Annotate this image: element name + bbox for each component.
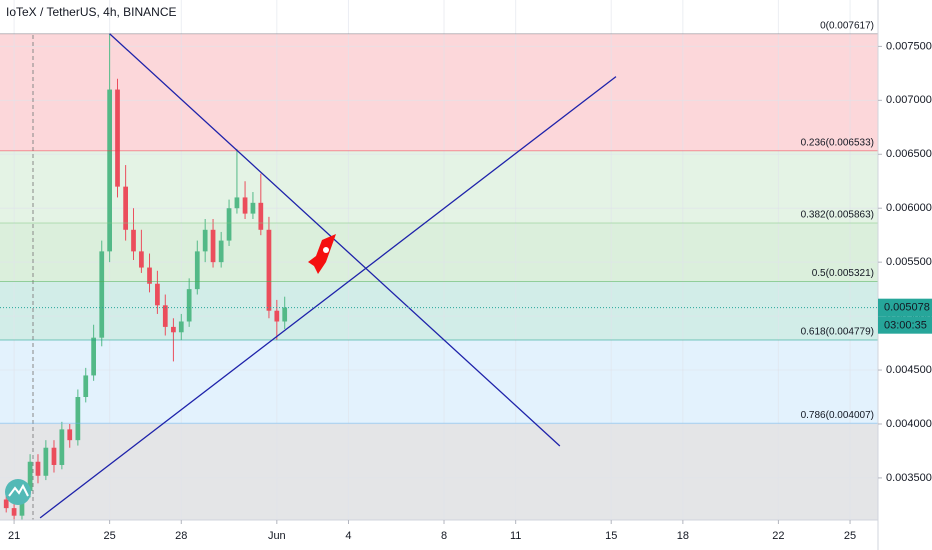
candle-body (11, 508, 17, 516)
y-tick-label: 0.007000 (886, 94, 932, 106)
overlays: 0(0.007617) 0.236(0.006533) 0.382(0.005863… (0, 20, 878, 519)
fib-level-label: 0.382(0.005863) (801, 210, 874, 221)
candle-body (171, 326, 176, 333)
candle-body (258, 202, 264, 230)
x-tick-label: 25 (844, 530, 856, 542)
y-tick-label: 0.006000 (886, 202, 932, 214)
last-price-badge (878, 298, 932, 317)
trend-line (39, 76, 617, 519)
x-tick-label: 21 (8, 530, 20, 542)
logo-mark (8, 483, 29, 497)
candle-body (210, 229, 216, 263)
x-tick-label: Jun (268, 530, 286, 542)
candle-body (155, 283, 160, 306)
x-tick-label: 4 (345, 530, 351, 542)
fib-level-label: 0.236(0.006533) (801, 137, 874, 148)
candle-body (59, 429, 65, 465)
fib-level-label: 0(0.007617) (820, 20, 874, 31)
x-tick-label: 22 (772, 530, 784, 542)
candle-body (266, 229, 272, 311)
candle-body (91, 337, 96, 376)
candle-body (43, 447, 49, 476)
candle-body (274, 310, 280, 322)
y-tick-label: 0.003500 (886, 472, 932, 484)
fib-band (0, 339, 878, 424)
fib-band (0, 423, 878, 520)
candle-body (226, 208, 232, 241)
x-tick-label: 8 (441, 530, 447, 542)
y-tick-label: 0.004500 (886, 364, 932, 376)
trend-line (109, 33, 561, 447)
candle-body (202, 229, 208, 252)
last-price-label: 0.005078 (884, 302, 930, 314)
fib-level-label: 0.618(0.004779) (801, 327, 874, 338)
candle-body (99, 251, 105, 338)
y-tick-label: 0.007500 (886, 40, 932, 52)
candle-body (83, 375, 89, 398)
fib-band (0, 33, 878, 151)
countdown-badge (878, 316, 932, 334)
fib-band (0, 222, 878, 282)
rocket-icon (308, 234, 336, 274)
candle-body (35, 461, 41, 476)
candle-body (51, 447, 57, 465)
candle-body (123, 186, 128, 230)
candle-body (250, 202, 256, 214)
candles (3, 33, 288, 520)
candle-body (27, 461, 33, 491)
x-tick-label: 25 (104, 530, 116, 542)
fib-level-label: 0.5(0.005321) (812, 268, 874, 279)
candle-body (147, 267, 152, 284)
y-tick-label: 0.006500 (886, 148, 932, 160)
fib-level-label: 0.786(0.004007) (801, 410, 874, 421)
x-tick-label: 15 (605, 530, 617, 542)
candle-body (282, 307, 288, 322)
countdown-label: 03:00:35 (884, 320, 927, 332)
axes: 0.0035000.0040000.0045000.0050000.005500… (8, 40, 932, 542)
candle-body (162, 305, 168, 327)
candle-body (115, 89, 120, 187)
candle-body (67, 429, 73, 441)
rocket-window (323, 247, 329, 253)
candle-body (234, 197, 240, 209)
candle-body (139, 251, 144, 268)
grid (0, 0, 878, 520)
fib-band (0, 150, 878, 223)
candle-body (186, 289, 192, 322)
candle-body (178, 321, 184, 333)
candle-body (107, 89, 112, 252)
candle-body (75, 397, 81, 441)
candle-body (3, 499, 9, 509)
x-tick-label: 18 (677, 530, 689, 542)
candle-body (194, 251, 200, 290)
y-tick-label: 0.004000 (886, 418, 932, 430)
candle-body (131, 229, 136, 252)
fib-band (0, 281, 878, 340)
candle-body (242, 197, 248, 214)
chart-title: IoTeX / TetherUS, 4h, BINANCE (6, 5, 177, 19)
x-tick-label: 11 (510, 530, 521, 542)
candle-body (218, 240, 224, 263)
x-tick-label: 28 (175, 530, 187, 542)
fib-bands (0, 33, 878, 520)
y-tick-label: 0.005500 (886, 256, 932, 268)
